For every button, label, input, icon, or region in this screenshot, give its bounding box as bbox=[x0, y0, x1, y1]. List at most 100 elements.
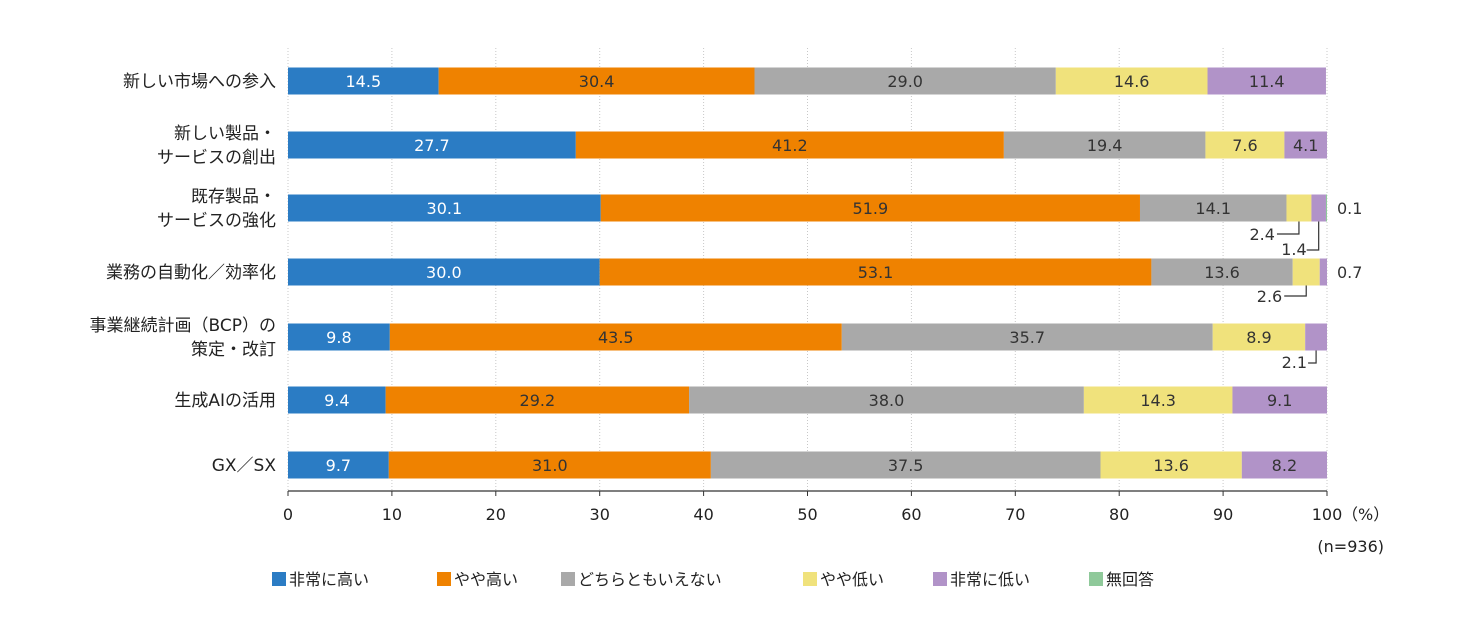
callout-label: 0.7 bbox=[1337, 263, 1362, 282]
data-label: 14.1 bbox=[1195, 199, 1231, 218]
legend-swatch bbox=[933, 572, 947, 586]
data-label: 37.5 bbox=[888, 456, 924, 475]
data-label: 9.4 bbox=[324, 391, 349, 410]
legend-label: 無回答 bbox=[1106, 570, 1154, 589]
sample-size-label: (n=936) bbox=[1317, 537, 1384, 556]
data-label: 31.0 bbox=[532, 456, 568, 475]
x-unit-label: （%） bbox=[1342, 505, 1389, 524]
legend-label: 非常に高い bbox=[289, 570, 369, 589]
x-tick-label: 20 bbox=[486, 505, 506, 524]
bar-segment bbox=[288, 131, 576, 159]
legend-label: 非常に低い bbox=[950, 570, 1030, 589]
bar-segment bbox=[1055, 67, 1208, 95]
callout-label: 2.1 bbox=[1282, 353, 1307, 372]
data-label: 9.1 bbox=[1267, 391, 1292, 410]
bar-segment bbox=[1241, 451, 1327, 479]
data-label: 9.7 bbox=[326, 456, 351, 475]
x-tick-label: 60 bbox=[901, 505, 921, 524]
legend-swatch bbox=[437, 572, 451, 586]
bar-segment bbox=[841, 323, 1213, 351]
category-label: 既存製品・ bbox=[191, 187, 276, 207]
bar-segment bbox=[1232, 386, 1327, 414]
callout-label: 2.6 bbox=[1257, 287, 1282, 306]
x-tick-label: 100 bbox=[1312, 505, 1343, 524]
bar-segment bbox=[288, 386, 386, 414]
data-label: 7.6 bbox=[1232, 136, 1257, 155]
category-label: 業務の自動化／効率化 bbox=[106, 263, 276, 283]
data-label: 19.4 bbox=[1087, 136, 1123, 155]
x-tick-label: 30 bbox=[590, 505, 610, 524]
bar-segment bbox=[1325, 194, 1327, 222]
bar-segment bbox=[599, 258, 1152, 286]
bar-segment bbox=[1284, 131, 1327, 159]
category-label: 新しい市場への参入 bbox=[123, 72, 276, 92]
legend-label: やや高い bbox=[454, 570, 518, 589]
x-tick-label: 50 bbox=[797, 505, 817, 524]
bar-segment bbox=[288, 194, 601, 222]
bar-segment bbox=[438, 67, 755, 95]
data-label: 51.9 bbox=[853, 199, 889, 218]
category-label: サービスの強化 bbox=[157, 211, 276, 231]
data-label: 35.7 bbox=[1009, 328, 1045, 347]
category-label: 生成AIの活用 bbox=[174, 391, 276, 411]
data-label: 53.1 bbox=[858, 263, 894, 282]
data-label: 8.2 bbox=[1272, 456, 1297, 475]
bar-segment bbox=[288, 323, 390, 351]
callout-leader bbox=[1308, 350, 1317, 364]
data-label: 29.0 bbox=[887, 72, 923, 91]
bar-segment bbox=[1003, 131, 1206, 159]
legend-label: どちらともいえない bbox=[578, 570, 722, 589]
data-label: 30.4 bbox=[579, 72, 615, 91]
data-label: 30.0 bbox=[426, 263, 462, 282]
callout-leader bbox=[1284, 285, 1307, 297]
callout-label: 0.1 bbox=[1337, 199, 1362, 218]
x-tick-label: 70 bbox=[1005, 505, 1025, 524]
category-label: サービスの創出 bbox=[157, 148, 276, 168]
legend-swatch bbox=[1089, 572, 1103, 586]
callout-label: 2.4 bbox=[1249, 225, 1274, 244]
bar-segment bbox=[1292, 258, 1320, 286]
callout-label: 1.4 bbox=[1281, 240, 1306, 259]
category-label: GX／SX bbox=[212, 456, 277, 476]
bar-segment bbox=[1311, 194, 1326, 222]
bar-segment bbox=[710, 451, 1101, 479]
bar-segment bbox=[288, 451, 389, 479]
category-label: 事業継続計画（BCP）の bbox=[90, 316, 277, 336]
x-tick-label: 40 bbox=[693, 505, 713, 524]
bar-segment bbox=[389, 323, 842, 351]
legend-swatch bbox=[803, 572, 817, 586]
bar-segment bbox=[1212, 323, 1306, 351]
bar-segment bbox=[288, 67, 439, 95]
category-label: 策定・改訂 bbox=[191, 340, 276, 360]
data-label: 38.0 bbox=[869, 391, 905, 410]
data-label: 4.1 bbox=[1293, 136, 1318, 155]
category-label: 新しい製品・ bbox=[174, 124, 276, 144]
data-label: 27.7 bbox=[414, 136, 450, 155]
bar-segment bbox=[1151, 258, 1293, 286]
data-label: 29.2 bbox=[520, 391, 556, 410]
data-label: 30.1 bbox=[427, 199, 463, 218]
x-tick-label: 90 bbox=[1213, 505, 1233, 524]
bar-segment bbox=[1319, 258, 1327, 286]
bar-segment bbox=[288, 258, 600, 286]
bar-segment bbox=[1207, 67, 1326, 95]
callout-leader bbox=[1276, 221, 1300, 235]
bar-segment bbox=[600, 194, 1140, 222]
data-label: 11.4 bbox=[1249, 72, 1285, 91]
x-tick-label: 0 bbox=[283, 505, 293, 524]
data-label: 13.6 bbox=[1153, 456, 1189, 475]
data-label: 41.2 bbox=[772, 136, 808, 155]
bar-segment bbox=[754, 67, 1056, 95]
bar-segment bbox=[385, 386, 690, 414]
bar-segment bbox=[388, 451, 711, 479]
bar-segment bbox=[1083, 386, 1233, 414]
data-label: 14.6 bbox=[1114, 72, 1150, 91]
x-tick-label: 80 bbox=[1109, 505, 1129, 524]
data-label: 9.8 bbox=[326, 328, 351, 347]
bar-segment bbox=[575, 131, 1004, 159]
data-label: 14.5 bbox=[346, 72, 382, 91]
data-label: 14.3 bbox=[1140, 391, 1176, 410]
callout-leader bbox=[1306, 221, 1320, 251]
bar-segment bbox=[689, 386, 1084, 414]
